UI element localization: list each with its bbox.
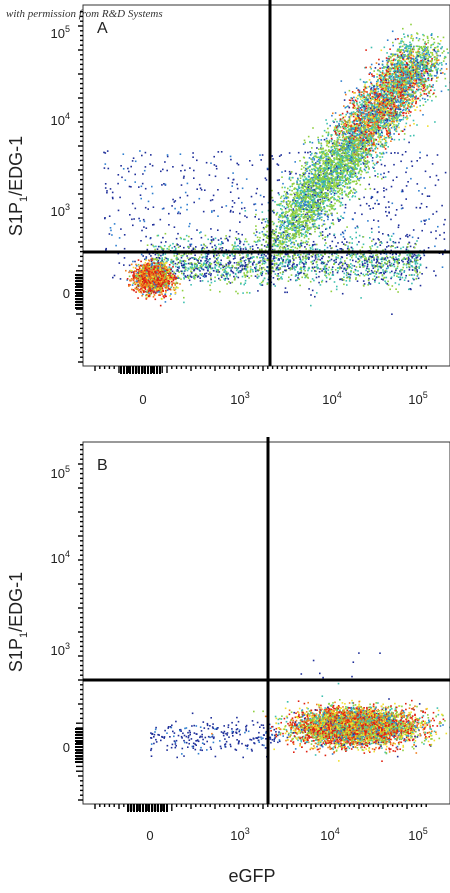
y-tick-label: 103	[51, 202, 70, 219]
x-tick-label: 104	[320, 826, 339, 843]
x-axis-ticks	[94, 804, 427, 811]
y-tick-label: 103	[51, 641, 70, 658]
scatter-points-B	[150, 652, 450, 762]
y-tick-label: 0	[63, 740, 70, 755]
y-tick-label: 104	[51, 549, 70, 566]
x-tick-label: 105	[408, 826, 427, 843]
panel-label: A	[97, 20, 108, 37]
y-axis-ticks	[76, 10, 83, 363]
panel-A: 0 103 104 105 0 103 104 105 A S1P1/EDG-1	[6, 0, 450, 407]
plot-frame-A	[82, 4, 450, 367]
y-axis-label: S1P1/EDG-1	[6, 572, 30, 672]
panel-label: B	[97, 457, 108, 474]
panel-B: 0 103 104 105 0 103 104 105 B S1P1/EDG-1 eGFP	[6, 437, 450, 886]
x-axis-label: eGFP	[228, 866, 275, 886]
y-axis-label: S1P1/EDG-1	[6, 136, 30, 236]
y-tick-label: 0	[63, 286, 70, 301]
y-tick-label: 104	[51, 111, 70, 128]
x-tick-label: 0	[146, 828, 153, 843]
x-tick-label: 0	[139, 392, 146, 407]
scatter-points-A	[103, 23, 450, 315]
x-tick-label: 103	[230, 390, 249, 407]
x-tick-label: 104	[322, 390, 341, 407]
x-tick-label: 105	[408, 390, 427, 407]
x-tick-label: 103	[230, 826, 249, 843]
y-tick-label: 105	[51, 464, 70, 481]
watermark-text: with permission from R&D Systems	[6, 8, 163, 20]
y-tick-label: 105	[51, 24, 70, 41]
